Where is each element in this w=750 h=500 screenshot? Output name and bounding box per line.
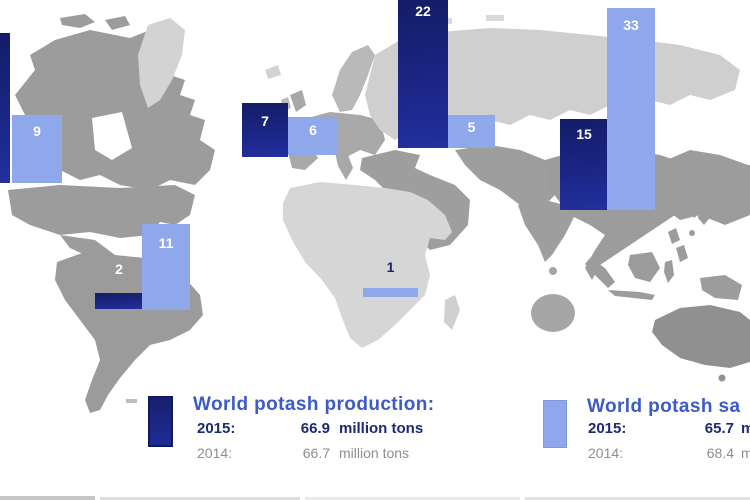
bar-russia-production: 22: [398, 0, 448, 148]
map-australia: [652, 305, 750, 368]
map-falkland-islands: [126, 399, 137, 403]
map-hudson-bay: [92, 112, 132, 160]
bar-south-america-sales: 11: [142, 224, 190, 310]
bar-north-america-production: [0, 33, 10, 183]
bar-europe-production: 7: [242, 103, 288, 157]
map-sri-lanka: [549, 267, 557, 275]
sales-2014-row: 2014: 68.4 m: [588, 445, 750, 461]
bar-value: 6: [309, 122, 317, 138]
antarctica-strip-segment: [100, 497, 300, 500]
bar-value-south-america-production: 2: [115, 261, 123, 277]
bar-europe-sales: 6: [288, 117, 338, 155]
bar-russia-sales: 5: [448, 115, 495, 148]
bar-south-america-production: [95, 293, 143, 309]
map-borneo: [628, 252, 660, 282]
bar-asia-sales: 33: [607, 8, 655, 210]
sales-2015-row: 2015: 65.7 m: [588, 420, 750, 438]
map-japan: [698, 188, 720, 225]
unit-label: million tons: [339, 445, 410, 461]
map-indian-ocean-island: [531, 294, 575, 332]
antarctica-strip-segment: [305, 497, 520, 500]
production-legend-swatch: [148, 396, 173, 447]
map-arctic-isle-b: [486, 15, 504, 21]
bar-value: 15: [576, 126, 592, 142]
map-iceland: [265, 65, 281, 79]
antarctica-strip-segment: [0, 496, 95, 500]
map-tasmania: [718, 374, 726, 382]
map-philippines-1: [668, 228, 680, 244]
year-label: 2015:: [197, 420, 236, 437]
map-philippines-2: [676, 245, 688, 262]
year-label: 2014:: [588, 445, 624, 461]
bar-africa-sales: [363, 288, 418, 297]
map-uk: [290, 90, 306, 112]
map-africa: [283, 182, 452, 348]
year-label: 2015:: [588, 420, 627, 437]
production-2014-row: 2014: 66.7 million tons: [197, 445, 457, 461]
map-madagascar: [444, 295, 460, 330]
year-label: 2014:: [197, 445, 233, 461]
bar-value: 33: [623, 17, 639, 33]
bar-north-america-sales: 9: [12, 115, 62, 183]
unit-label: million tons: [339, 420, 424, 437]
bar-value: 22: [415, 3, 431, 19]
unit-label: m: [741, 420, 750, 437]
value-label: 66.9: [300, 420, 330, 437]
bar-value: 5: [467, 119, 476, 135]
antarctica-strip-segment: [525, 497, 750, 500]
bar-value: 9: [33, 123, 41, 139]
map-japan-south: [689, 230, 695, 236]
map-scandinavia: [332, 45, 375, 112]
value-label: 65.7: [704, 420, 734, 437]
map-arctic-island-1: [60, 14, 95, 28]
production-2015-row: 2015: 66.9 million tons: [197, 420, 457, 438]
map-java: [608, 290, 655, 300]
map-india: [518, 200, 575, 262]
map-sumatra: [585, 258, 615, 288]
map-arctic-island-2: [105, 16, 130, 30]
unit-label: m: [741, 445, 750, 461]
production-legend-title: World potash production:: [193, 394, 435, 415]
bar-asia-production: 15: [560, 119, 608, 210]
map-sulawesi: [664, 260, 674, 283]
bar-value-africa-sales: 1: [386, 259, 395, 275]
value-label: 68.4: [706, 445, 734, 461]
sales-legend-title: World potash sa: [587, 396, 741, 417]
map-new-guinea: [700, 275, 742, 300]
bar-value: 11: [158, 235, 174, 251]
map-greenland: [138, 18, 185, 108]
map-italy: [335, 150, 353, 180]
value-label: 66.7: [302, 445, 330, 461]
map-central-asia: [455, 145, 560, 210]
bar-value: 7: [261, 113, 269, 129]
sales-legend-swatch: [543, 400, 567, 448]
